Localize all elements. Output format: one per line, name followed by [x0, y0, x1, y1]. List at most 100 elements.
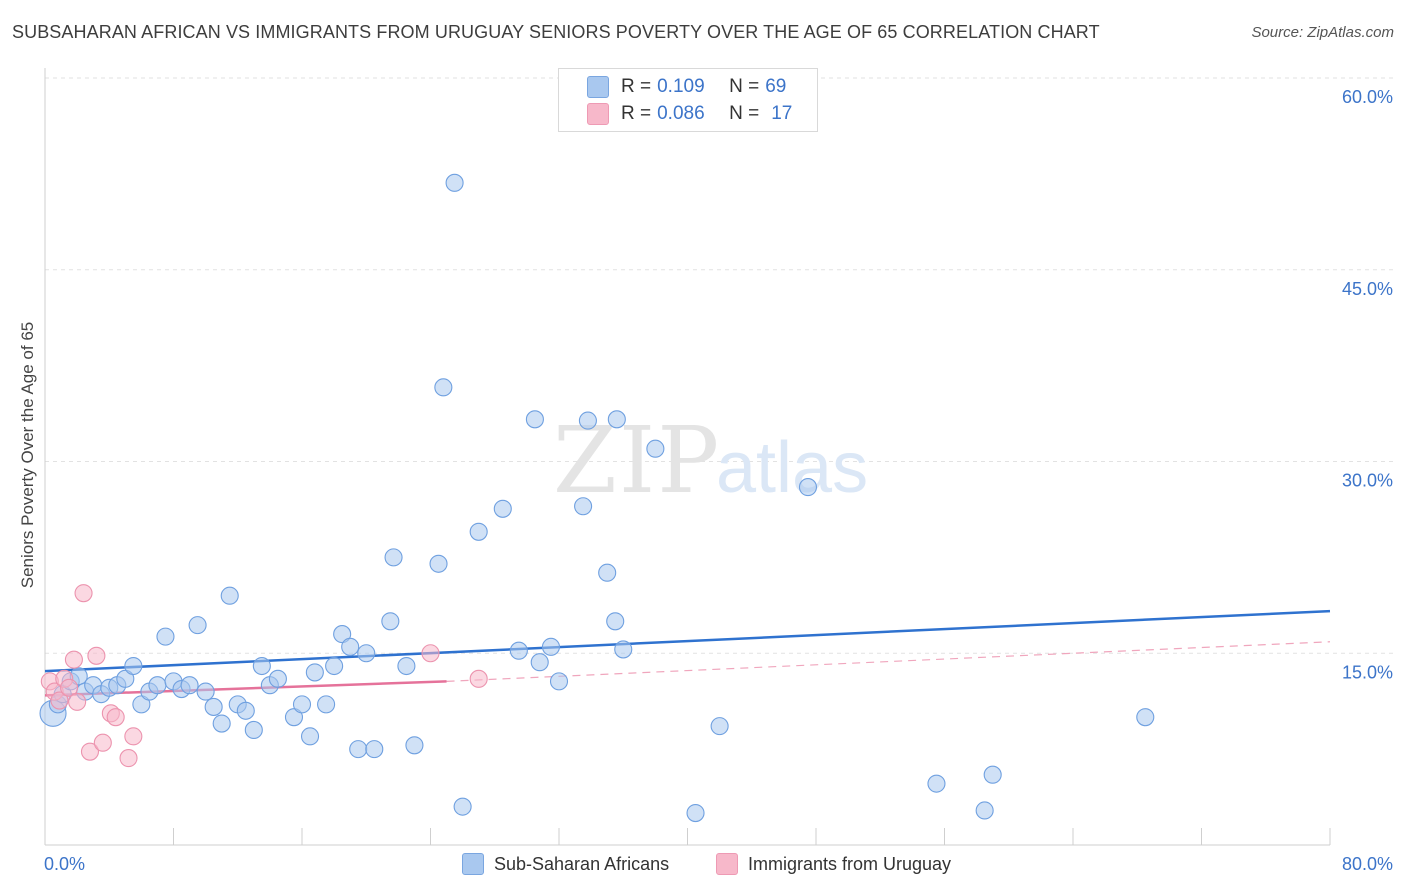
data-point-subsaharan [196, 682, 215, 701]
data-point-subsaharan [305, 663, 324, 682]
data-point-subsaharan [268, 669, 287, 688]
legend-n-label: N = [729, 76, 760, 97]
legend-r-value: 0.109 [657, 76, 705, 97]
data-point-subsaharan [132, 695, 151, 714]
data-point-subsaharan [325, 656, 344, 676]
data-point-subsaharan [493, 499, 512, 518]
y-tick-label: 60.0% [1342, 87, 1393, 107]
data-point-subsaharan [405, 736, 424, 755]
data-point-subsaharan [607, 410, 626, 429]
data-point-subsaharan [578, 411, 597, 430]
data-point-uruguay [68, 692, 87, 711]
legend: R = 0.109 N = 69 R = 0.086 N = 17 [558, 68, 818, 132]
data-point-subsaharan [148, 676, 167, 695]
data-point-subsaharan [317, 695, 336, 714]
legend-r-label: R = [621, 76, 652, 97]
data-point-subsaharan [236, 701, 255, 720]
data-point-uruguay [60, 678, 79, 697]
y-tick-label: 30.0% [1342, 471, 1393, 491]
data-point-subsaharan [357, 644, 376, 663]
legend-row-uruguay: R = 0.086 N = 17 [587, 102, 792, 126]
data-point-subsaharan [292, 695, 312, 714]
data-point-subsaharan [453, 797, 472, 816]
data-point-subsaharan [333, 625, 352, 644]
legend-swatch-subsaharan [587, 76, 609, 98]
y-tick-label: 15.0% [1342, 662, 1393, 682]
data-point-subsaharan [798, 478, 818, 497]
legend-n-value: 69 [765, 76, 787, 97]
bottom-legend-label-uruguay: Immigrants from Uruguay [748, 853, 952, 874]
data-point-subsaharan [341, 637, 360, 656]
data-point-uruguay [74, 584, 93, 603]
legend-r-value: 0.086 [657, 103, 705, 124]
data-point-subsaharan [927, 774, 946, 793]
data-point-subsaharan [188, 616, 207, 635]
data-point-uruguay [64, 650, 83, 669]
bottom-legend-subsaharan: Sub-Saharan Africans [462, 852, 669, 876]
data-point-subsaharan [525, 410, 544, 429]
y-axis-label: Seniors Poverty Over the Age of 65 [18, 322, 37, 588]
data-point-subsaharan [710, 717, 729, 736]
data-point-subsaharan [124, 656, 143, 676]
data-point-subsaharan [530, 653, 549, 672]
data-point-subsaharan [509, 641, 528, 660]
legend-row-subsaharan: R = 0.109 N = 69 [587, 75, 786, 99]
data-point-subsaharan [434, 378, 453, 397]
legend-swatch-uruguay [587, 103, 609, 125]
data-point-subsaharan [541, 637, 561, 656]
data-point-subsaharan [975, 801, 994, 820]
data-point-uruguay [421, 644, 440, 663]
data-point-subsaharan [686, 803, 705, 823]
legend-r-label: R = [621, 103, 652, 124]
data-point-subsaharan [244, 720, 263, 740]
data-point-subsaharan [349, 740, 368, 759]
data-point-subsaharan [469, 522, 488, 541]
data-point-subsaharan [284, 708, 304, 727]
data-point-subsaharan [156, 627, 175, 646]
trend-line-uruguay-extended [446, 641, 1331, 682]
data-point-subsaharan [549, 672, 569, 691]
data-point-subsaharan [384, 548, 403, 567]
data-point-subsaharan [606, 612, 625, 631]
data-point-subsaharan [574, 497, 593, 516]
data-point-subsaharan [365, 740, 384, 759]
bottom-legend-label-subsaharan: Sub-Saharan Africans [494, 853, 670, 874]
legend-n-value: 17 [771, 103, 793, 124]
data-point-subsaharan [116, 669, 135, 688]
data-point-subsaharan [614, 640, 633, 659]
source-label: Source: ZipAtlas.com [1251, 24, 1394, 41]
legend-n-label: N = [729, 103, 760, 124]
data-point-subsaharan [300, 727, 320, 746]
y-tick-label: 45.0% [1342, 279, 1393, 299]
data-point-subsaharan [429, 554, 448, 573]
data-point-uruguay [93, 733, 112, 752]
x-tick-label: 0.0% [44, 854, 85, 874]
data-point-uruguay [106, 708, 125, 727]
watermark-atlas: atlas [716, 428, 868, 508]
data-point-uruguay [80, 742, 100, 761]
bottom-legend-swatch-uruguay [716, 853, 738, 875]
data-point-uruguay [50, 691, 69, 710]
data-point-subsaharan [220, 586, 239, 605]
data-point-subsaharan [180, 676, 199, 695]
data-point-subsaharan [646, 439, 665, 458]
data-point-uruguay [124, 727, 143, 746]
bottom-legend-swatch-subsaharan [462, 853, 484, 875]
trend-line-subsaharan [44, 609, 1331, 673]
data-point-uruguay [469, 669, 488, 688]
x-tick-label: 80.0% [1342, 854, 1393, 874]
data-point-uruguay [119, 749, 138, 768]
bottom-legend-uruguay: Immigrants from Uruguay [716, 852, 951, 876]
data-point-subsaharan [445, 173, 464, 192]
data-point-subsaharan [1136, 708, 1155, 727]
data-point-subsaharan [397, 656, 416, 676]
data-point-subsaharan [252, 656, 271, 676]
watermark-zip: ZIP [553, 407, 721, 514]
data-point-subsaharan [983, 765, 1002, 784]
data-point-subsaharan [204, 697, 223, 716]
data-point-subsaharan [598, 563, 617, 582]
data-point-subsaharan [381, 612, 400, 631]
chart-title: SUBSAHARAN AFRICAN VS IMMIGRANTS FROM UR… [12, 22, 1100, 42]
data-point-uruguay [87, 646, 106, 665]
